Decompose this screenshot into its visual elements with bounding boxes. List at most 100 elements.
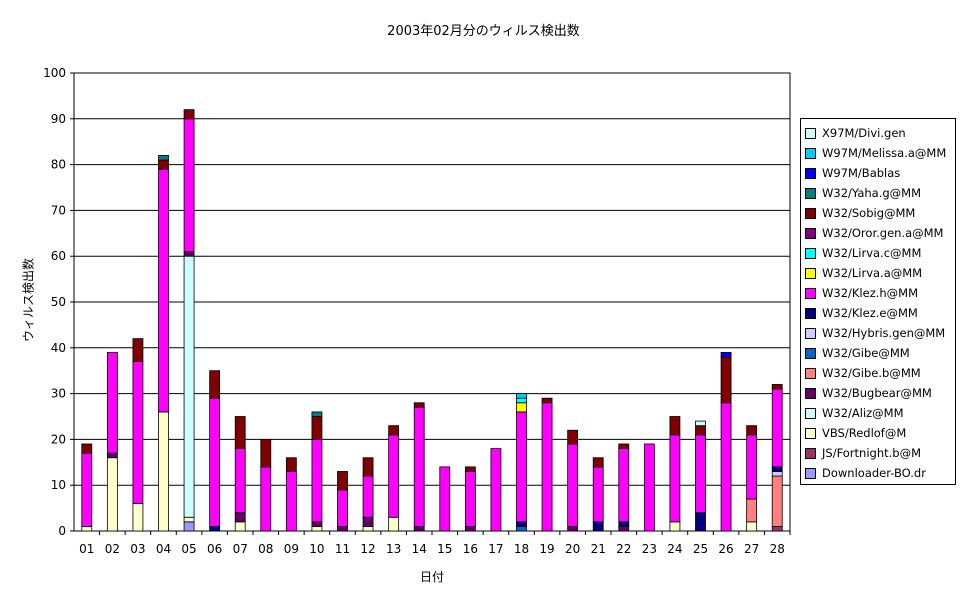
- bar-segment: [183, 516, 195, 523]
- bar-segment: [618, 443, 630, 449]
- x-tick-label: 24: [667, 542, 682, 556]
- x-tick-label: 26: [718, 542, 733, 556]
- bar-segment: [337, 471, 348, 491]
- bar-segment: [362, 475, 374, 518]
- legend-item: W32/Klez.e@MM: [805, 303, 955, 323]
- bar-segment: [413, 526, 425, 532]
- bar-segment: [720, 351, 732, 358]
- bar-segment: [771, 384, 783, 390]
- bar-segment: [81, 452, 93, 527]
- y-tick-label: 40: [51, 341, 66, 355]
- x-tick-label: 27: [744, 542, 759, 556]
- legend-item: W32/Lirva.a@MM: [805, 263, 955, 283]
- bar-segment: [311, 521, 323, 527]
- x-tick-label: 07: [233, 542, 248, 556]
- bar-segment: [183, 109, 195, 120]
- bar-segment: [516, 526, 527, 532]
- legend-swatch: [805, 367, 816, 379]
- legend-item: W32/Sobig@MM: [805, 203, 955, 223]
- x-tick-label: 05: [181, 542, 196, 556]
- x-tick-label: 09: [284, 542, 299, 556]
- bar-segment: [158, 168, 169, 413]
- bar-segment: [439, 466, 451, 532]
- bar-segment: [541, 402, 553, 532]
- bar-segment: [771, 526, 783, 532]
- legend-swatch: [805, 387, 816, 399]
- x-tick-label: 14: [412, 542, 427, 556]
- legend-label: X97M/Divi.gen: [822, 126, 906, 140]
- bar-segment: [746, 498, 758, 523]
- legend-label: Downloader-BO.dr: [822, 466, 926, 480]
- bar-segment: [771, 471, 783, 477]
- bar-segment: [541, 397, 553, 404]
- bar-segment: [695, 512, 706, 532]
- legend-item: W32/Oror.gen.a@MM: [805, 223, 955, 243]
- legend-swatch: [805, 407, 816, 419]
- legend-item: JS/Fortnight.b@M: [805, 443, 955, 463]
- bar-segment: [516, 521, 527, 527]
- bar-segment: [234, 448, 246, 514]
- bar-segment: [669, 416, 681, 436]
- bar-segment: [771, 475, 783, 527]
- bar-segment: [388, 434, 400, 518]
- legend-swatch: [805, 447, 816, 459]
- bar-segment: [285, 457, 297, 472]
- y-tick-label: 60: [51, 249, 66, 263]
- bar-segment: [516, 411, 527, 523]
- x-tick-label: 20: [565, 542, 580, 556]
- bar-segment: [311, 438, 323, 523]
- legend-label: W32/Klez.e@MM: [822, 306, 918, 320]
- bar-segment: [311, 526, 323, 532]
- bar-segment: [106, 351, 118, 454]
- legend-label: JS/Fortnight.b@M: [822, 446, 922, 460]
- x-tick-label: 10: [309, 542, 324, 556]
- x-tick-label: 19: [539, 542, 554, 556]
- bar-segment: [311, 416, 323, 440]
- legend-item: W32/Yaha.g@MM: [805, 183, 955, 203]
- x-tick-label: 02: [105, 542, 120, 556]
- bar-segment: [388, 425, 400, 436]
- bar-segment: [771, 388, 783, 468]
- bar-segment: [464, 526, 476, 532]
- bar-segment: [413, 402, 425, 408]
- bar-segment: [158, 155, 169, 161]
- bar-segment: [771, 466, 783, 472]
- legend-swatch: [805, 307, 816, 319]
- legend-label: W32/Klez.h@MM: [822, 286, 919, 300]
- x-tick-label: 03: [130, 542, 145, 556]
- bar-segment: [618, 521, 630, 527]
- legend-label: W32/Sobig@MM: [822, 206, 916, 220]
- legend-item: W32/Hybris.gen@MM: [805, 323, 955, 343]
- legend-item: W32/Lirva.c@MM: [805, 243, 955, 263]
- y-tick-label: 100: [43, 66, 66, 80]
- bar-segment: [720, 356, 732, 404]
- y-tick-label: 0: [58, 524, 66, 538]
- bar-segment: [311, 411, 323, 417]
- legend-label: W32/Lirva.a@MM: [822, 266, 923, 280]
- legend-label: W32/Aliz@MM: [822, 406, 904, 420]
- bar-segment: [746, 521, 758, 532]
- bar-segment: [643, 443, 655, 532]
- x-tick-label: 11: [335, 542, 350, 556]
- x-tick-label: 18: [514, 542, 529, 556]
- bar-segment: [81, 526, 93, 532]
- x-axis-label: 日付: [419, 570, 445, 584]
- y-tick-label: 80: [51, 158, 66, 172]
- legend-label: W32/Oror.gen.a@MM: [822, 226, 944, 240]
- y-tick-label: 90: [51, 112, 66, 126]
- bar-segment: [695, 434, 706, 514]
- y-axis-label: ウィルス検出数: [21, 257, 36, 343]
- legend-item: W32/Gibe.b@MM: [805, 363, 955, 383]
- legend-swatch: [805, 147, 816, 159]
- legend-swatch: [805, 347, 816, 359]
- legend-label: W32/Lirva.c@MM: [822, 246, 922, 260]
- bar-segment: [695, 420, 706, 427]
- legend-swatch: [805, 287, 816, 299]
- legend-label: W97M/Melissa.a@MM: [822, 146, 947, 160]
- bar-segment: [746, 425, 758, 436]
- bar-segment: [592, 521, 604, 532]
- legend-swatch: [805, 167, 816, 179]
- bar-segment: [362, 516, 374, 527]
- bar-segment: [183, 521, 195, 532]
